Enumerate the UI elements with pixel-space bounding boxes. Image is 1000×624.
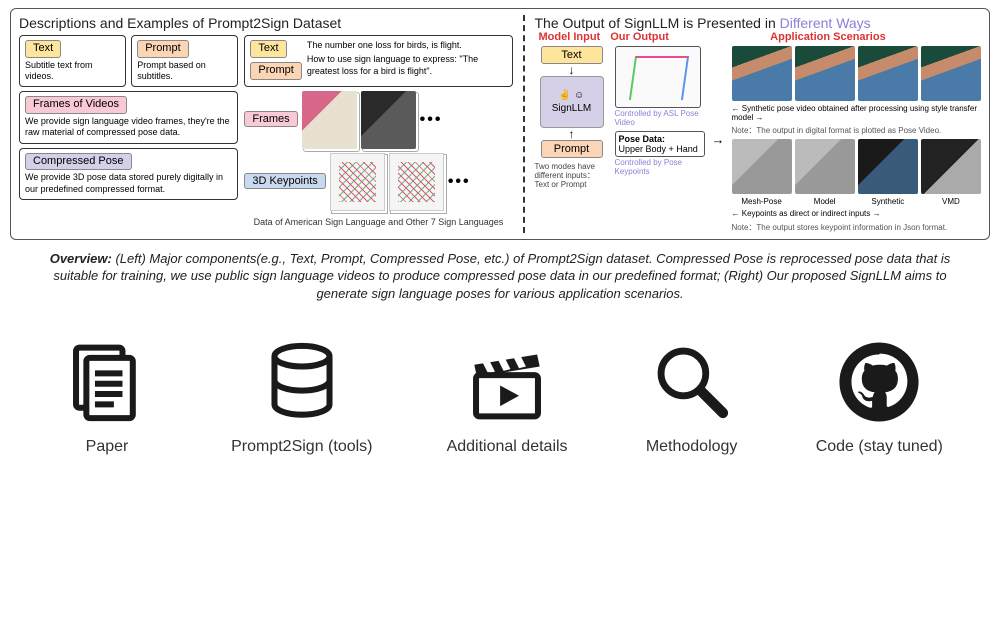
kp-label: 3D Keypoints xyxy=(244,173,325,189)
app-thumb xyxy=(858,46,918,101)
pose-video-thumb xyxy=(615,46,701,108)
ctrl-asl: Controlled by ASL Pose Video xyxy=(615,110,705,128)
frames-row: Frames ••• xyxy=(244,91,512,149)
arrow-up-icon: ↑ xyxy=(569,130,575,138)
flow-prompt: Prompt xyxy=(541,140,603,158)
ellipsis: ••• xyxy=(448,173,471,191)
code-link[interactable]: Code (stay tuned) xyxy=(816,332,943,456)
paper-link[interactable]: Paper xyxy=(57,332,157,456)
two-modes-note: Two modes have different inputs：Text or … xyxy=(535,162,609,190)
app-thumb xyxy=(732,139,792,194)
example-box: Text Prompt The number one loss for bird… xyxy=(244,35,512,87)
overview-body: (Left) Major components(e.g., Text, Prom… xyxy=(53,251,950,301)
app-thumb xyxy=(732,46,792,101)
signllm-box: ✌ ☺ SignLLM xyxy=(540,76,604,128)
prompt-tag: Prompt xyxy=(137,40,188,58)
pose-data-box: Pose Data: Upper Body + Hand xyxy=(615,131,705,158)
arrow-right-icon: → xyxy=(712,46,725,233)
paper-label: Paper xyxy=(86,438,129,456)
app-thumb xyxy=(795,46,855,101)
ex-text: The number one loss for birds, is flight… xyxy=(307,40,507,51)
asl-icon: ✌ ☺ xyxy=(559,90,584,101)
app-thumb xyxy=(858,139,918,194)
app-thumb xyxy=(795,139,855,194)
pose-box: Compressed Pose We provide 3D pose data … xyxy=(19,148,238,200)
method-label: Methodology xyxy=(646,438,738,456)
app-row-2 xyxy=(732,139,982,194)
pose-column: Controlled by ASL Pose Video Pose Data: … xyxy=(615,46,705,233)
data-caption: Data of American Sign Language and Other… xyxy=(244,217,512,227)
panel-divider xyxy=(523,15,525,233)
arrow-down-icon: ↓ xyxy=(569,66,575,74)
ex-prompt-tag: Prompt xyxy=(250,62,301,80)
kp-thumb xyxy=(330,153,385,211)
header-app: Application Scenarios xyxy=(679,31,977,43)
frames-desc: We provide sign language video frames, t… xyxy=(25,116,232,139)
prompt-box: Prompt Prompt based on subtitles. xyxy=(131,35,238,87)
ex-prompt: How to use sign language to express: "Th… xyxy=(307,54,507,77)
tools-label: Prompt2Sign (tools) xyxy=(231,438,372,456)
frames-label: Frames xyxy=(244,111,297,127)
ctrl-kp: Controlled by Pose Keypoints xyxy=(615,159,705,177)
overview-figure: Descriptions and Examples of Prompt2Sign… xyxy=(10,8,990,240)
details-link[interactable]: Additional details xyxy=(447,332,568,456)
pose-desc: We provide 3D pose data stored purely di… xyxy=(25,172,232,195)
overview-text: Overview: (Left) Major components(e.g., … xyxy=(30,250,970,303)
method-link[interactable]: Methodology xyxy=(642,332,742,456)
app-note-2: Note：The output stores keypoint informat… xyxy=(732,222,982,233)
github-icon xyxy=(829,332,929,432)
kp-thumb xyxy=(389,153,444,211)
app-caption-2: ← Keypoints as direct or indirect inputs… xyxy=(732,209,982,218)
flow-text: Text xyxy=(541,46,603,64)
frames-box: Frames of Videos We provide sign languag… xyxy=(19,91,238,143)
tools-link[interactable]: Prompt2Sign (tools) xyxy=(231,332,372,456)
app-thumb xyxy=(921,46,981,101)
app-caption-1: ← Synthetic pose video obtained after pr… xyxy=(732,104,982,122)
header-input: Model Input xyxy=(539,31,601,43)
database-icon xyxy=(252,332,352,432)
details-label: Additional details xyxy=(447,438,568,456)
app-note-1: Note：The output in digital format is plo… xyxy=(732,125,982,136)
text-tag: Text xyxy=(25,40,61,58)
keypoints-row: 3D Keypoints ••• xyxy=(244,153,512,211)
app-thumb xyxy=(921,139,981,194)
code-label: Code (stay tuned) xyxy=(816,438,943,456)
frame-thumb xyxy=(302,91,357,149)
right-panel: The Output of SignLLM is Presented in Di… xyxy=(535,15,982,233)
flow-column: Text ↓ ✌ ☺ SignLLM ↑ Prompt Two modes ha… xyxy=(535,46,609,233)
left-panel: Descriptions and Examples of Prompt2Sign… xyxy=(19,15,513,233)
frame-thumb xyxy=(361,91,416,149)
app-column: ← Synthetic pose video obtained after pr… xyxy=(732,46,982,233)
right-header: Model Input Our Output Application Scena… xyxy=(535,31,982,46)
clapperboard-icon xyxy=(457,332,557,432)
left-title: Descriptions and Examples of Prompt2Sign… xyxy=(19,15,513,31)
frames-tag: Frames of Videos xyxy=(25,96,127,114)
prompt-desc: Prompt based on subtitles. xyxy=(137,60,232,83)
app-row-1 xyxy=(732,46,982,101)
text-desc: Subtitle text from videos. xyxy=(25,60,120,83)
paper-icon xyxy=(57,332,157,432)
app-labels: Mesh-Pose Model Synthetic VMD xyxy=(732,197,982,206)
magnifier-icon xyxy=(642,332,742,432)
ex-text-tag: Text xyxy=(250,40,286,58)
ellipsis: ••• xyxy=(420,111,443,129)
signllm-label: SignLLM xyxy=(552,103,591,114)
header-output: Our Output xyxy=(610,31,669,43)
overview-prefix: Overview: xyxy=(50,251,112,266)
text-box: Text Subtitle text from videos. xyxy=(19,35,126,87)
pose-tag: Compressed Pose xyxy=(25,153,132,171)
right-title: The Output of SignLLM is Presented in Di… xyxy=(535,15,982,31)
link-row: Paper Prompt2Sign (tools) Additional det… xyxy=(20,332,980,456)
